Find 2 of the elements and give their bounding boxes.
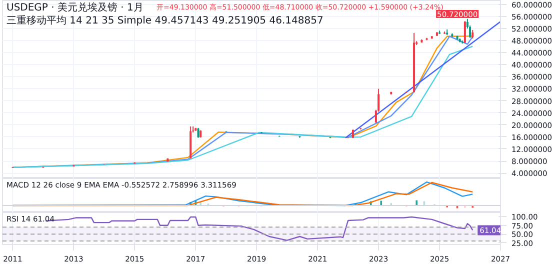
chart-title: USDEGP · 美元兑埃及镑 · 1月 (6, 2, 144, 14)
annotation: 三重移动平均 14 21 35 Simple 49.457143 49.251905 46.148857 (6, 14, 324, 26)
